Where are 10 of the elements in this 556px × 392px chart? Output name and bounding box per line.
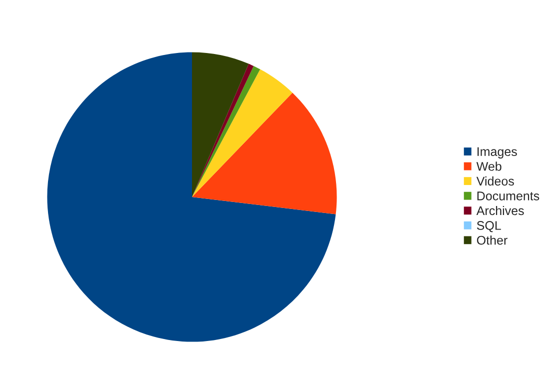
pie-slice bbox=[192, 69, 292, 197]
pie-slice bbox=[47, 52, 336, 342]
legend-label: Archives bbox=[476, 206, 524, 216]
pie-slice bbox=[192, 92, 337, 214]
legend-label: SQL bbox=[476, 221, 501, 232]
legend-label: Web bbox=[476, 162, 502, 171]
legend-label: Images bbox=[478, 147, 517, 158]
legend-label: Documents bbox=[477, 192, 540, 200]
legend-label: Other bbox=[476, 236, 508, 245]
legend-label: Videos bbox=[476, 176, 514, 186]
